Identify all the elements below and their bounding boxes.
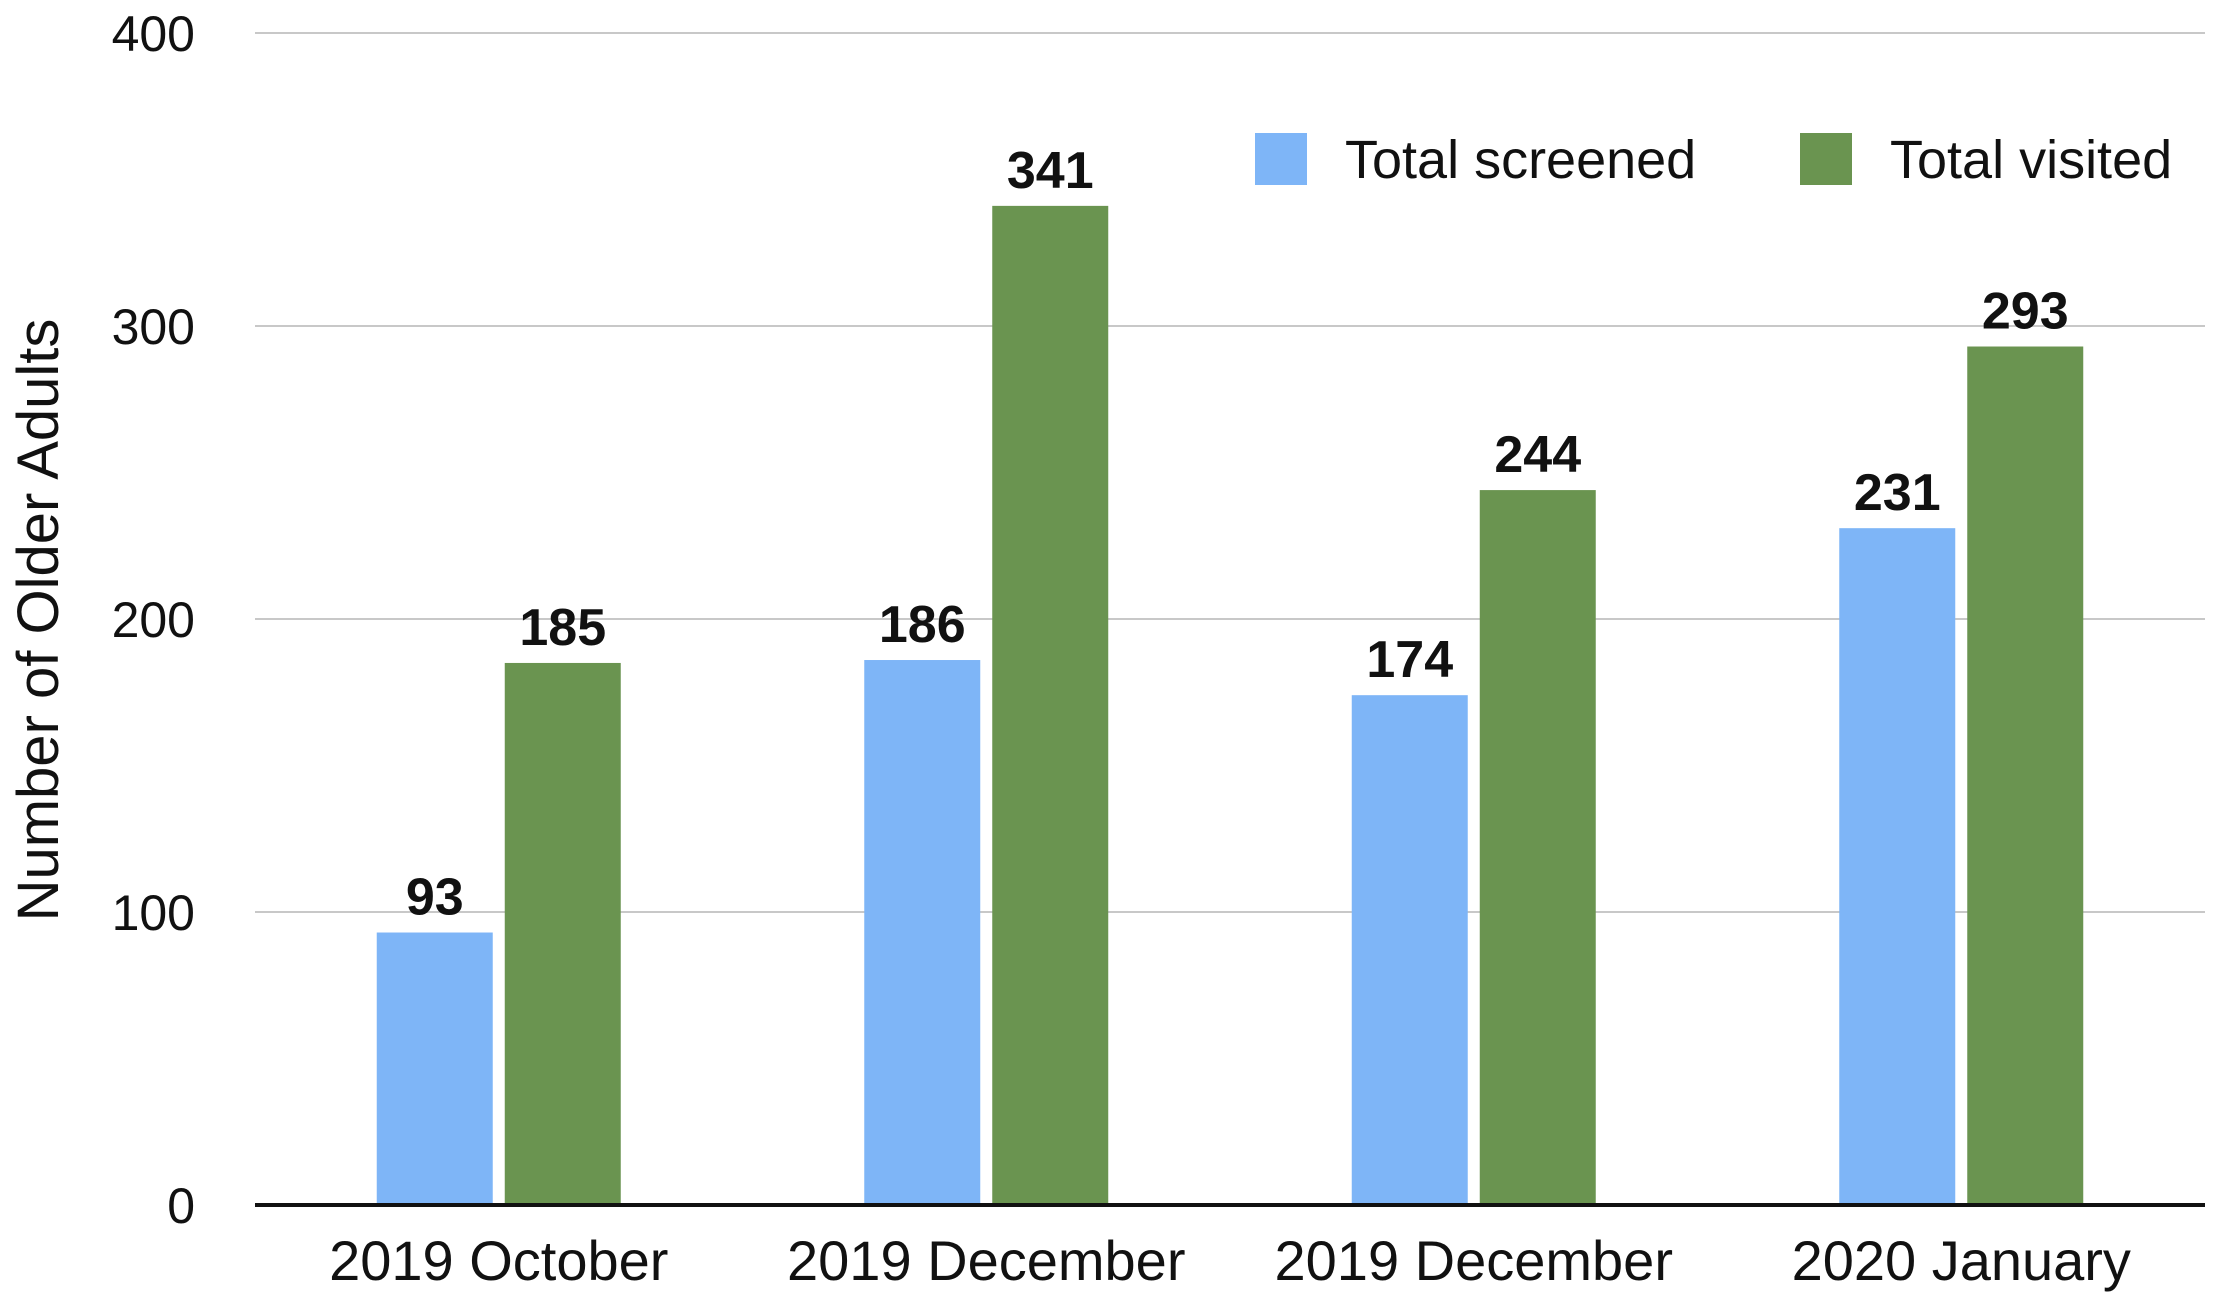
- x-tick-label: 2020 January: [1792, 1229, 2131, 1292]
- x-tick-label: 2019 December: [1275, 1229, 1673, 1292]
- bar-total-visited: [992, 205, 1109, 1205]
- x-tick-label: 2019 December: [787, 1229, 1185, 1292]
- bar-total-screened: [1351, 695, 1468, 1205]
- bars: [376, 205, 2084, 1206]
- y-tick-label: 300: [112, 299, 195, 355]
- y-tick-label: 400: [112, 6, 195, 62]
- legend-label: Total screened: [1345, 130, 1696, 190]
- legend-swatch: [1800, 133, 1852, 185]
- legend: Total screened Total visited: [1255, 130, 2172, 190]
- bar-total-screened: [864, 660, 981, 1205]
- bar-total-visited: [1479, 490, 1596, 1206]
- x-tick-label: 2019 October: [329, 1229, 668, 1292]
- bar-total-visited: [504, 662, 621, 1205]
- bar-total-screened: [376, 932, 493, 1205]
- data-label: 186: [879, 596, 966, 654]
- axes: 0 100 200 300 400 2019 October 2019 December 20…: [112, 6, 2205, 1292]
- bar-total-visited: [1967, 346, 2084, 1205]
- data-label: 244: [1494, 426, 1581, 484]
- value-labels: 93 185 186 341 174 244 231 293: [406, 142, 2069, 927]
- data-label: 231: [1854, 464, 1941, 522]
- y-tick-label: 0: [167, 1178, 195, 1234]
- data-label: 341: [1007, 142, 1094, 200]
- y-tick-label: 100: [112, 885, 195, 941]
- legend-label: Total visited: [1890, 130, 2172, 190]
- y-tick-label: 200: [112, 592, 195, 648]
- y-axis-title: Number of Older Adults: [6, 319, 71, 922]
- data-label: 174: [1366, 631, 1453, 689]
- data-label: 93: [406, 869, 464, 927]
- data-label: 185: [519, 599, 606, 657]
- bar-total-screened: [1839, 528, 1956, 1205]
- legend-swatch: [1255, 133, 1307, 185]
- data-label: 293: [1982, 283, 2069, 341]
